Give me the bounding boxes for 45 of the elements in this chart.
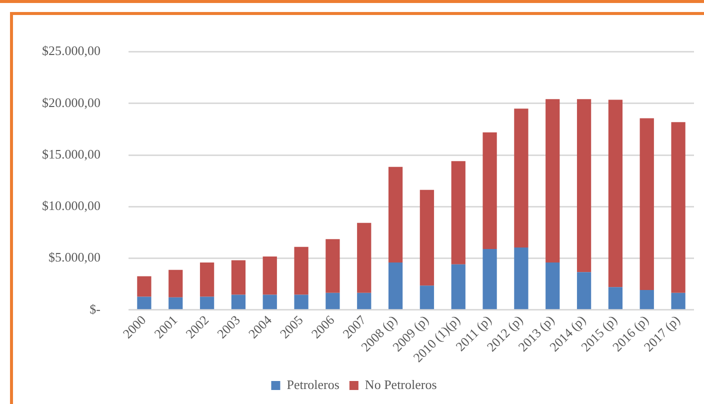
bar <box>514 108 528 248</box>
bar <box>420 286 434 310</box>
y-tick-label: $10.000,00 <box>42 198 100 214</box>
bar <box>451 264 466 310</box>
legend-label: No Petroleros <box>364 376 437 392</box>
bar <box>482 249 497 310</box>
bar <box>168 270 183 298</box>
bar <box>671 292 686 310</box>
legend-label: Petroleros <box>286 376 340 392</box>
bar <box>200 296 214 310</box>
bar <box>231 260 246 295</box>
bar <box>608 100 623 288</box>
bar <box>326 292 340 310</box>
y-tick-label: $20.000,00 <box>42 94 100 110</box>
y-tick-label: $5.000,00 <box>48 250 100 265</box>
bar <box>608 287 623 310</box>
bar <box>640 118 654 290</box>
bar <box>640 290 654 310</box>
bar <box>451 161 466 264</box>
bar <box>262 256 277 295</box>
bar <box>546 99 560 262</box>
bar <box>200 262 214 297</box>
x-tick-label: 2001 <box>151 312 180 342</box>
bar <box>576 272 592 310</box>
y-tick-label: $- <box>90 301 100 316</box>
bar <box>168 297 183 310</box>
bar <box>482 132 497 250</box>
bar <box>357 222 372 293</box>
bar <box>294 246 308 295</box>
bar <box>262 294 277 310</box>
bar <box>576 99 592 272</box>
bar <box>326 239 340 293</box>
y-tick-label: $15.000,00 <box>42 146 100 162</box>
bar <box>388 262 403 310</box>
bar <box>671 122 686 293</box>
bar <box>514 248 528 310</box>
bar <box>294 294 308 310</box>
bar <box>546 262 560 310</box>
bar <box>231 294 246 310</box>
bar <box>137 276 152 297</box>
bar <box>388 166 403 262</box>
y-tick-label: $25.000,00 <box>42 43 100 58</box>
bar <box>137 296 152 310</box>
bar <box>420 190 434 286</box>
bar <box>357 292 372 310</box>
